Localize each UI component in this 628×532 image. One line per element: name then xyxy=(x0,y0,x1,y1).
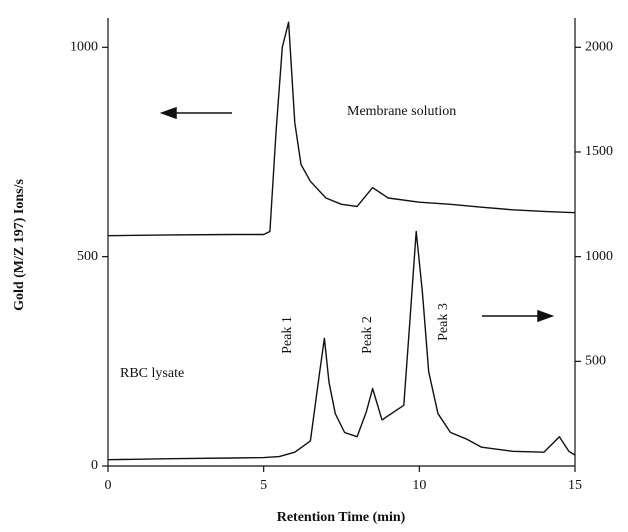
x-tick-label: 0 xyxy=(105,478,112,493)
x-tick-label: 10 xyxy=(412,478,426,493)
peak-annotation: Peak 1 xyxy=(280,316,295,354)
series-label: Membrane solution xyxy=(347,104,456,119)
y2-tick-label: 1500 xyxy=(585,144,613,159)
y2-tick-label: 2000 xyxy=(585,40,613,55)
series-line xyxy=(107,21,576,237)
series-line xyxy=(107,230,576,461)
peak-annotation: Peak 2 xyxy=(360,316,375,354)
series-label: RBC lysate xyxy=(120,366,184,381)
y2-tick-label: 1000 xyxy=(585,249,613,264)
y-axis-label: Gold (M/Z 197) Ions/s xyxy=(12,179,27,311)
y-tick-label: 1000 xyxy=(70,40,98,55)
x-axis-label: Retention Time (min) xyxy=(277,510,406,525)
peak-annotation: Peak 3 xyxy=(436,303,451,341)
x-tick-label: 15 xyxy=(568,478,582,493)
y-tick-label: 0 xyxy=(91,458,98,473)
arrow-head xyxy=(537,309,555,323)
axes xyxy=(107,18,576,467)
y2-tick-label: 500 xyxy=(585,354,606,369)
y-tick-label: 500 xyxy=(77,249,98,264)
arrow-head xyxy=(159,106,177,120)
x-tick-label: 5 xyxy=(260,478,267,493)
arrows xyxy=(159,106,555,323)
